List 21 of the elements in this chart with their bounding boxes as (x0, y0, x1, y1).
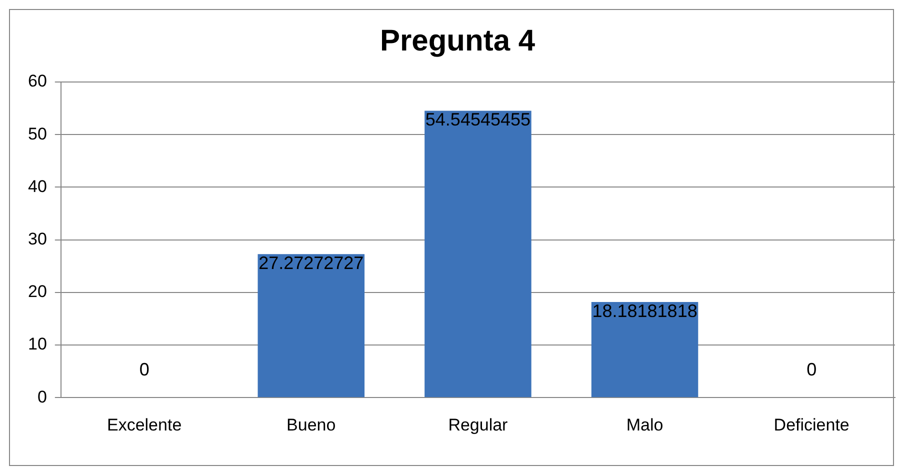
y-tick-label: 40 (28, 176, 47, 196)
y-tick-label: 20 (28, 282, 47, 302)
y-tick-label: 0 (37, 387, 47, 406)
data-label: 0 (806, 360, 817, 380)
data-label: 54.54545455 (425, 110, 531, 130)
x-tick-label: Regular (448, 415, 508, 434)
bar (591, 302, 698, 398)
y-tick-label: 60 (28, 72, 47, 91)
y-tick-label: 30 (28, 229, 47, 248)
data-label: 18.18181818 (592, 300, 698, 321)
bar (424, 110, 532, 398)
bar (258, 254, 365, 398)
x-tick-label: Excelente (106, 415, 182, 434)
x-tick-label: Bueno (286, 415, 336, 434)
data-label: 0 (139, 360, 150, 380)
x-tick-label: Malo (626, 415, 664, 434)
y-tick-label: 10 (28, 334, 47, 354)
y-tick-label: 50 (28, 124, 47, 144)
x-tick-label: Deficiente (774, 415, 850, 434)
data-label: 27.27272727 (258, 253, 364, 274)
chart-title: Pregunta 4 (380, 24, 536, 58)
